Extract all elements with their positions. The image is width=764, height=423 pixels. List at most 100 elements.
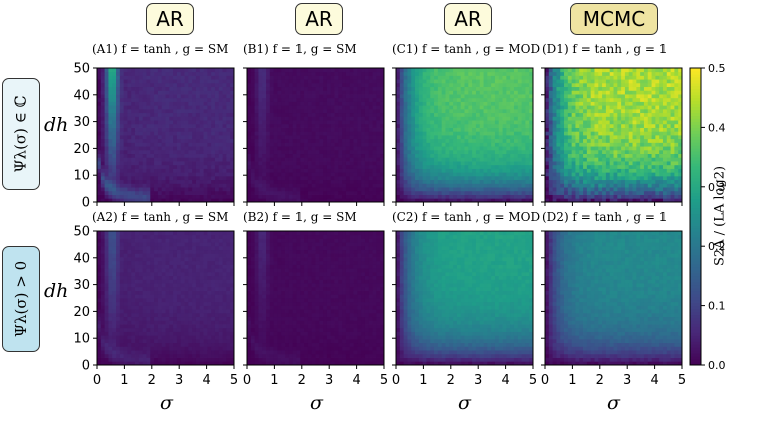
heatmap-cell <box>323 68 328 73</box>
heatmap-cell <box>192 101 197 106</box>
heatmap-cell <box>342 105 347 110</box>
heatmap-cell <box>123 161 128 166</box>
heatmap-cell <box>100 97 106 102</box>
heatmap-cell <box>157 68 163 73</box>
heatmap-cell <box>161 149 166 155</box>
heatmap-cell <box>647 142 652 147</box>
heatmap-cell <box>277 105 282 110</box>
heatmap-cell <box>602 142 607 147</box>
heatmap-cell <box>230 131 235 136</box>
heatmap-cell <box>399 149 405 155</box>
heatmap-cell <box>575 120 580 125</box>
heatmap-cell <box>285 138 290 143</box>
heatmap-cell <box>403 68 408 73</box>
heatmap-cell <box>380 190 385 195</box>
heatmap-cell <box>266 146 271 151</box>
heatmap-cell <box>247 79 252 84</box>
heatmap-cell <box>491 164 496 169</box>
heatmap-cell <box>192 79 197 84</box>
heatmap-cell <box>422 175 427 181</box>
heatmap-cell <box>119 97 125 102</box>
heatmap-cell <box>579 149 584 155</box>
heatmap-cell <box>613 105 618 110</box>
panel-frame <box>246 67 385 203</box>
heatmap-cell <box>184 97 189 102</box>
heatmap-cell <box>396 79 401 84</box>
heatmap-cell <box>315 97 320 102</box>
heatmap-cell <box>199 183 204 188</box>
heatmap-cell <box>364 82 370 88</box>
heatmap-cell <box>311 71 316 76</box>
heatmap-cell <box>456 94 462 99</box>
heatmap-cell <box>590 142 595 147</box>
heatmap-cell <box>594 142 599 147</box>
heatmap-cell <box>517 142 522 147</box>
heatmap-cell <box>483 157 488 162</box>
heatmap-cell <box>184 153 189 158</box>
heatmap-cell <box>157 82 163 88</box>
heatmap-cell <box>142 86 147 91</box>
heatmap-cell <box>304 198 309 203</box>
heatmap-cell <box>203 175 208 181</box>
heatmap-cell <box>521 105 526 110</box>
heatmap-cell <box>123 94 128 99</box>
heatmap-cell <box>288 168 294 173</box>
heatmap-cell <box>311 138 316 143</box>
heatmap-cell <box>560 120 565 125</box>
heatmap-cell <box>273 135 278 140</box>
heatmap-cell <box>364 146 370 151</box>
heatmap-cell <box>146 153 151 158</box>
heatmap-cell <box>602 164 607 169</box>
heatmap-cell <box>173 112 178 117</box>
heatmap-cell <box>468 142 473 147</box>
heatmap-cell <box>131 138 136 143</box>
heatmap-cell <box>640 112 645 117</box>
heatmap-cell <box>338 153 343 158</box>
heatmap-cell <box>453 94 458 99</box>
heatmap-cell <box>262 68 267 73</box>
heatmap-cell <box>407 157 412 162</box>
heatmap-cell <box>510 164 515 169</box>
heatmap-cell <box>605 146 611 151</box>
heatmap-cell <box>571 97 576 102</box>
heatmap-cell <box>357 161 362 166</box>
heatmap-cell <box>226 179 231 184</box>
heatmap-cell <box>131 164 136 169</box>
heatmap-cell <box>403 108 408 114</box>
heatmap-cell <box>142 164 147 169</box>
heatmap-cell <box>127 146 132 151</box>
heatmap-cell <box>218 127 223 132</box>
heatmap-cell <box>138 187 144 192</box>
heatmap-cell <box>411 179 416 184</box>
heatmap-cell <box>464 127 469 132</box>
heatmap-cell <box>230 79 235 84</box>
heatmap-cell <box>643 105 649 110</box>
heatmap-cell <box>207 153 212 158</box>
heatmap-cell <box>579 187 584 192</box>
heatmap-cell <box>502 120 507 125</box>
heatmap-cell <box>207 127 212 132</box>
heatmap-cell <box>262 157 267 162</box>
heatmap-cell <box>188 123 193 128</box>
heatmap-cell <box>556 94 561 99</box>
heatmap-cell <box>510 112 515 117</box>
heatmap-cell <box>146 190 151 195</box>
heatmap-cell <box>138 82 144 88</box>
heatmap-cell <box>678 168 683 173</box>
heatmap-cell <box>277 179 282 184</box>
heatmap-cell <box>247 164 252 169</box>
heatmap-cell <box>487 112 492 117</box>
heatmap-cell <box>487 146 492 151</box>
heatmap-cell <box>357 131 362 136</box>
heatmap-cell <box>666 187 671 192</box>
heatmap-cell <box>647 153 652 158</box>
heatmap-cell <box>108 112 113 117</box>
heatmap-cell <box>647 120 652 125</box>
heatmap-cell <box>510 75 515 80</box>
heatmap-cell <box>517 131 522 136</box>
heatmap-cell <box>475 149 481 155</box>
heatmap-cell <box>119 135 125 140</box>
heatmap-cell <box>254 79 259 84</box>
heatmap-cell <box>594 161 599 166</box>
heatmap-cell <box>97 153 102 158</box>
